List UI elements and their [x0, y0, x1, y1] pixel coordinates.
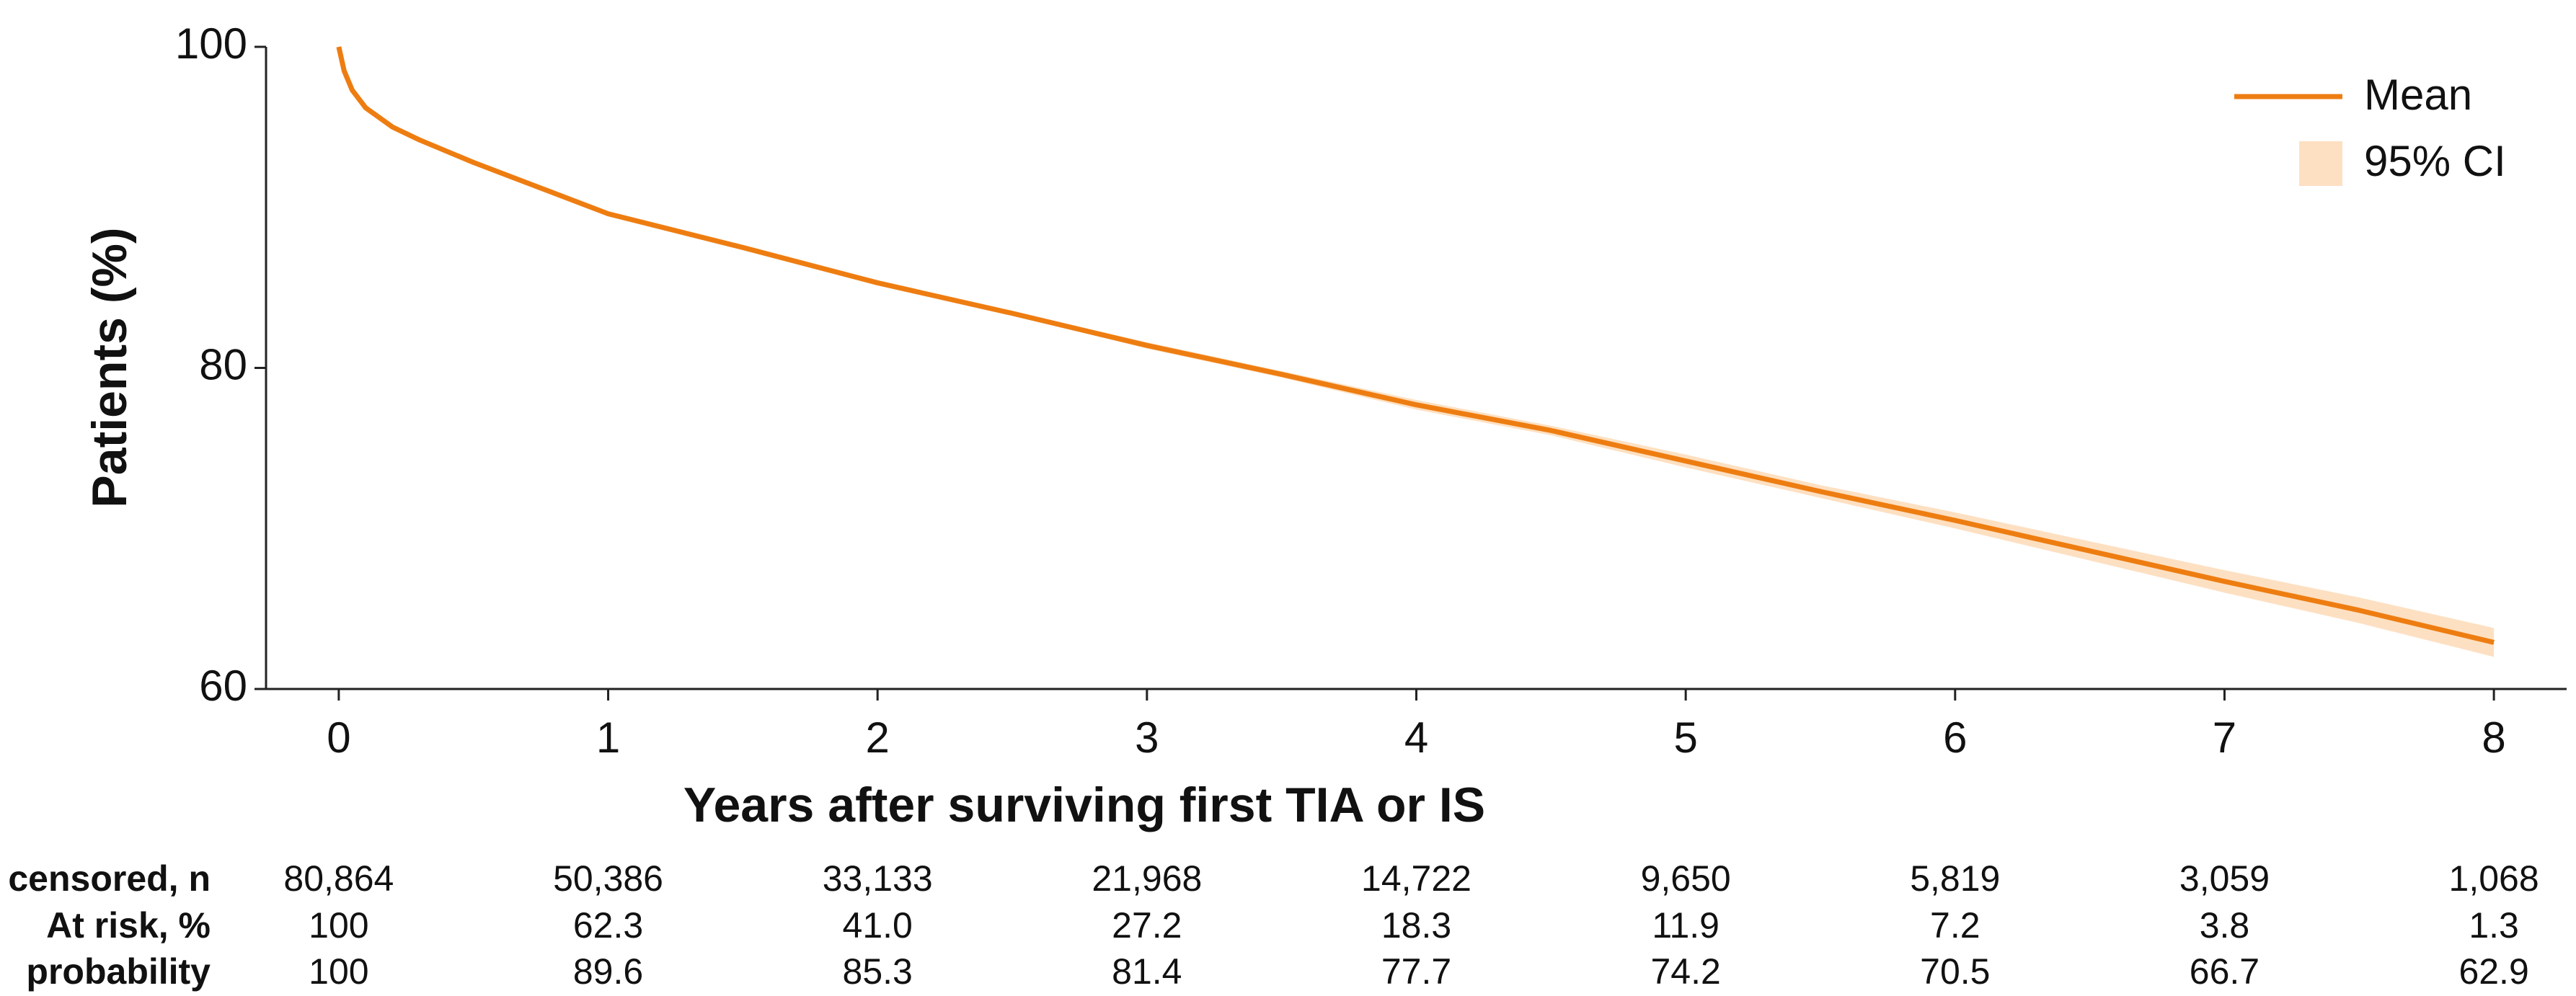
x-tick-label: 8 — [2482, 713, 2505, 762]
table-cell: 27.2 — [1112, 905, 1182, 946]
table-cell: 7.2 — [1930, 905, 1980, 946]
x-tick-label: 4 — [1404, 713, 1428, 762]
x-tick-label: 0 — [327, 713, 350, 762]
table-cell: 74.2 — [1650, 951, 1720, 992]
legend-label: 95% CI — [2364, 137, 2506, 185]
table-row-label: At risk, % — [46, 905, 211, 946]
table-cell: 9,650 — [1641, 858, 1731, 899]
table-cell: 3.8 — [2200, 905, 2250, 946]
table-cell: 33,133 — [823, 858, 933, 899]
table-cell: 100 — [309, 905, 368, 946]
table-cell: 50,386 — [553, 858, 663, 899]
table-cell: 3,059 — [2179, 858, 2270, 899]
table-row-label: probability — [26, 951, 211, 992]
table-cell: 41.0 — [843, 905, 913, 946]
legend-label: Mean — [2364, 71, 2472, 119]
x-tick-label: 6 — [1943, 713, 1967, 762]
table-row-label: censored, n — [8, 858, 211, 899]
ci-band — [338, 47, 2495, 657]
table-cell: 85.3 — [843, 951, 913, 992]
y-axis-title: Patients (%) — [82, 227, 137, 507]
y-tick-label: 100 — [175, 19, 247, 68]
table-cell: 77.7 — [1381, 951, 1451, 992]
x-tick-label: 5 — [1673, 713, 1697, 762]
x-tick-label: 1 — [596, 713, 620, 762]
table-cell: 14,722 — [1361, 858, 1471, 899]
x-axis-title: Years after surviving first TIA or IS — [683, 778, 1485, 832]
x-tick-label: 2 — [866, 713, 890, 762]
y-tick-label: 80 — [199, 340, 247, 388]
x-tick-label: 7 — [2213, 713, 2236, 762]
mean-line — [336, 46, 2495, 645]
table-cell: 5,819 — [1910, 858, 2000, 899]
legend-swatch — [2299, 141, 2342, 186]
table-cell: 11.9 — [1652, 905, 1719, 946]
table-cell: 62.9 — [2458, 951, 2528, 992]
table-cell: 81.4 — [1112, 951, 1182, 992]
table-cell: 62.3 — [573, 905, 643, 946]
table-cell: 80,864 — [283, 858, 394, 899]
x-tick-label: 3 — [1135, 713, 1159, 762]
table-cell: 100 — [309, 951, 368, 992]
table-cell: 1.3 — [2469, 905, 2519, 946]
table-cell: 21,968 — [1092, 858, 1202, 899]
table-cell: 70.5 — [1920, 951, 1990, 992]
table-cell: 66.7 — [2190, 951, 2259, 992]
table-cell: 89.6 — [573, 951, 643, 992]
y-tick-label: 60 — [199, 662, 247, 710]
table-cell: 18.3 — [1381, 905, 1451, 946]
table-cell: 1,068 — [2449, 858, 2539, 899]
